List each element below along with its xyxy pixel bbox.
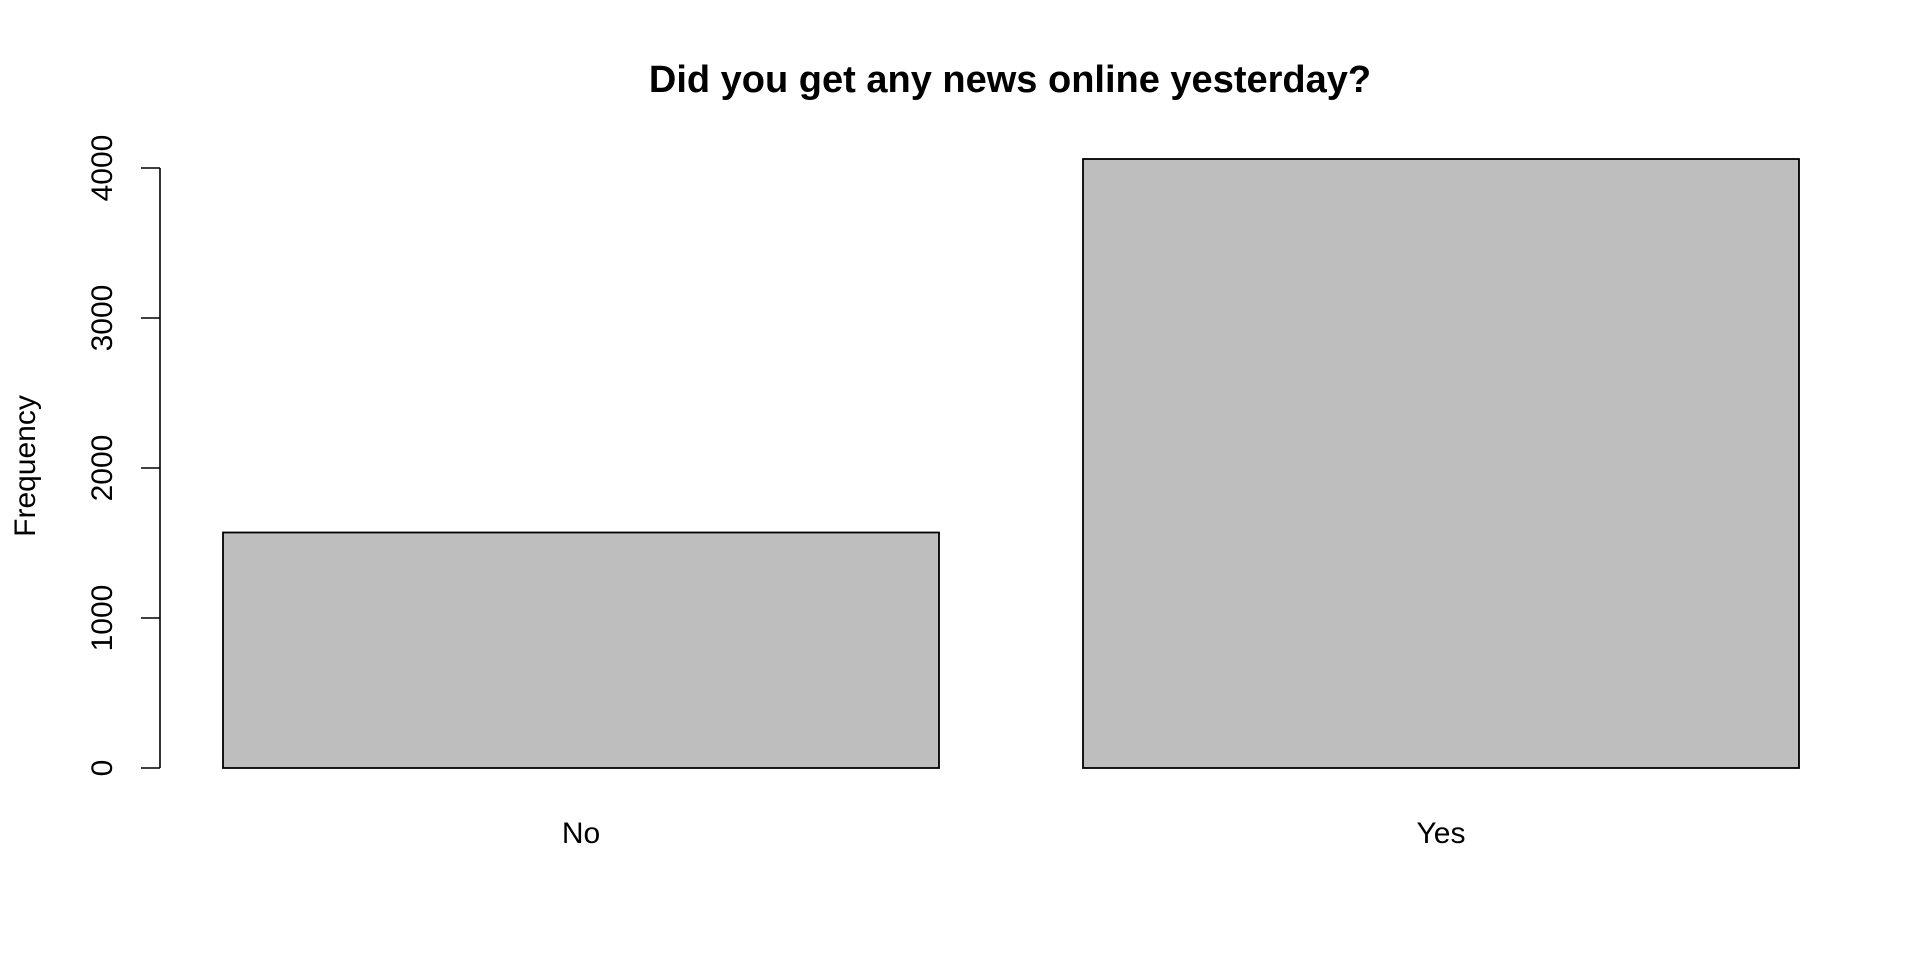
category-labels: No Yes xyxy=(562,817,1466,850)
y-tick-label: 1000 xyxy=(86,585,119,652)
category-label-yes: Yes xyxy=(1417,817,1466,850)
category-label-no: No xyxy=(562,817,600,850)
y-tick-label: 0 xyxy=(86,760,119,777)
bar-no xyxy=(222,531,940,769)
chart-title: Did you get any news online yesterday? xyxy=(649,59,1371,101)
y-tick-label: 3000 xyxy=(86,285,119,352)
bars xyxy=(222,158,1800,769)
y-tick-label: 4000 xyxy=(86,135,119,202)
y-tick-label: 2000 xyxy=(86,435,119,502)
bar-yes xyxy=(1082,158,1800,769)
y-axis-label: Frequency xyxy=(9,395,42,537)
y-ticks: 0 1000 2000 3000 4000 xyxy=(86,135,160,777)
y-axis: 0 1000 2000 3000 4000 xyxy=(86,135,161,777)
